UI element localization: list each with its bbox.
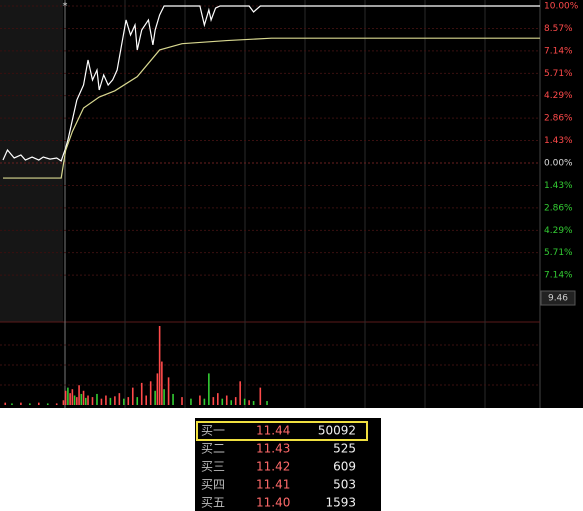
volume-bar <box>158 326 161 405</box>
volume-bar <box>100 398 103 405</box>
volume-bar <box>118 393 121 405</box>
volume-bar <box>96 393 98 405</box>
bid-price: 11.42 <box>256 460 290 474</box>
price-tag-label: 9.46 <box>548 294 568 304</box>
order-book-background <box>195 418 381 511</box>
level-label: 买五 <box>201 496 225 510</box>
session-marker: * <box>63 1 68 12</box>
volume-bar <box>20 402 22 405</box>
volume-bar <box>167 377 170 405</box>
pre-session-background <box>0 0 63 322</box>
bid-price: 11.40 <box>256 496 290 510</box>
grid: 10.00% 8.57% 7.14% 5.71% 4.29% 2.86% 1.43% 0.00… <box>0 0 579 408</box>
volume-bar <box>29 403 31 405</box>
volume-bar <box>71 389 74 405</box>
plot <box>2 5 540 405</box>
volume-bar <box>73 395 76 405</box>
volume-bar <box>181 397 183 405</box>
bid-price: 11.41 <box>256 478 290 492</box>
volume-bar <box>154 390 156 405</box>
volume-bar <box>217 393 219 405</box>
y-tick-label: 4.29% <box>544 91 573 101</box>
bid-volume: 525 <box>333 442 356 456</box>
level-label: 买三 <box>201 460 225 474</box>
volume-bar <box>248 400 250 405</box>
volume-bar <box>55 403 58 405</box>
y-tick-label: 0.00% <box>544 159 573 169</box>
volume-bar <box>156 373 159 405</box>
price-line <box>2 5 540 162</box>
chart-background <box>0 0 583 408</box>
price-tag-box <box>540 290 576 306</box>
volume-bar <box>64 390 67 405</box>
volume-bar <box>123 398 125 405</box>
volume-bar <box>172 393 174 405</box>
y-tick-label: 7.14% <box>544 271 573 281</box>
level-label: 买二 <box>201 442 225 456</box>
bid-volume: 50092 <box>318 424 356 438</box>
volume-bar <box>105 395 107 405</box>
volume-bar <box>136 397 139 405</box>
volume-bar <box>38 402 40 405</box>
volume-bar <box>4 402 7 405</box>
y-tick-label: 2.86% <box>544 114 573 124</box>
volume-bar <box>259 387 262 405</box>
volume-bar <box>266 401 268 405</box>
bid-volume: 503 <box>333 478 356 492</box>
bid-price: 11.43 <box>256 442 290 456</box>
y-tick-label: 7.14% <box>544 46 573 56</box>
bid-volume: 1593 <box>325 496 356 510</box>
volume-bar <box>252 401 255 405</box>
volume-bar <box>91 397 94 405</box>
volume-bar <box>149 381 152 405</box>
volume-bar <box>163 389 165 405</box>
y-tick-label: 10.00% <box>544 2 579 12</box>
volume-bar <box>199 395 201 405</box>
volume-bar <box>67 387 69 405</box>
volume-bar <box>230 400 233 405</box>
volume-bar <box>212 397 215 405</box>
volume-bar <box>80 393 83 405</box>
y-tick-label: 8.57% <box>544 24 573 34</box>
y-tick-label: 4.29% <box>544 226 573 236</box>
volume-bar <box>114 396 116 405</box>
volume-bar <box>140 382 143 405</box>
order-book: 买一 11.44 50092 买二 11.43 525 买三 11.42 609 买四 11.41 5… <box>196 421 368 510</box>
volume-bar <box>239 381 241 405</box>
volume-bar <box>208 373 210 405</box>
volume-bar <box>87 395 89 405</box>
price-line <box>3 37 540 179</box>
highlight-box <box>196 421 368 441</box>
level-label: 买一 <box>201 424 225 438</box>
level-label: 买四 <box>201 478 225 492</box>
volume-bar <box>69 393 71 405</box>
volume-bar <box>203 398 206 405</box>
volume-bar <box>46 403 49 405</box>
y-tick-label: 5.71% <box>544 69 573 79</box>
volume-bar <box>234 397 237 405</box>
volume-bar <box>161 361 163 405</box>
volume-bar <box>82 390 85 405</box>
volume-bar <box>84 397 87 405</box>
volume-bar <box>78 385 80 405</box>
volume-bar <box>145 395 147 405</box>
volume-bar <box>76 397 78 405</box>
volume-bar <box>190 398 192 405</box>
volume-bar <box>243 398 246 405</box>
volume-bar <box>221 398 224 405</box>
y-tick-label: 2.86% <box>544 203 573 213</box>
volume-bar <box>131 387 134 405</box>
volume-bar <box>127 397 130 405</box>
bid-price: 11.44 <box>256 424 290 438</box>
y-tick-label: 1.43% <box>544 136 573 146</box>
volume-bar <box>11 403 13 405</box>
bid-volume: 609 <box>333 460 356 474</box>
volume-bar <box>225 395 228 405</box>
y-tick-label: 5.71% <box>544 248 573 258</box>
volume-bar <box>62 400 65 405</box>
volume-bar <box>109 397 112 405</box>
y-tick-label: 1.43% <box>544 181 573 191</box>
